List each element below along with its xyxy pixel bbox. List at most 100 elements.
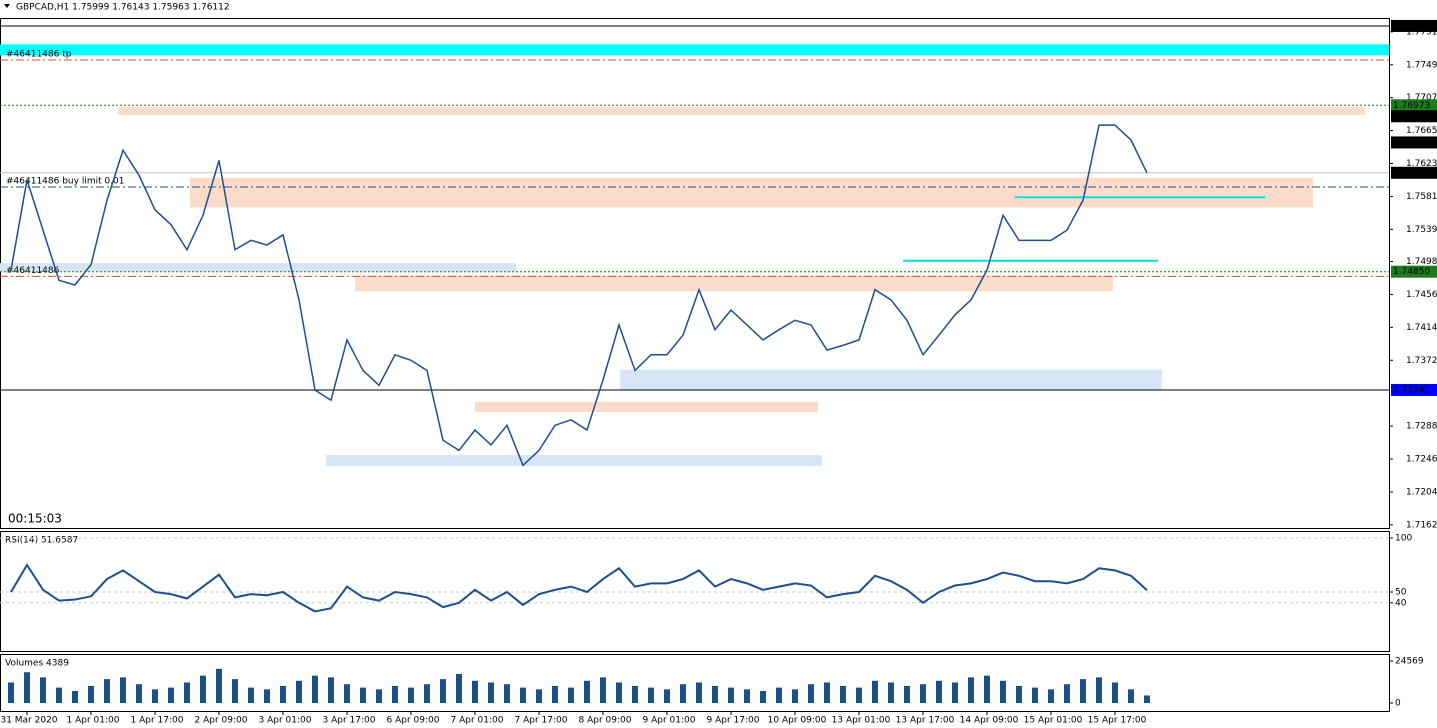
x-tick-label: 7 Apr 17:00: [515, 716, 568, 726]
zone: [355, 275, 1113, 292]
y-tick-label: 100: [1395, 534, 1412, 544]
volume-bar: [24, 672, 30, 703]
volume-bar: [1048, 689, 1054, 703]
volume-bar: [360, 687, 366, 703]
price-box-label: 1.74850: [1393, 267, 1430, 277]
price-box-label: 1.77985: [1393, 21, 1430, 31]
price-box-label: 1.76833: [1393, 112, 1430, 122]
volume-bar: [568, 687, 574, 703]
volume-bar: [680, 684, 686, 703]
zone: [0, 44, 1389, 56]
volume-bar: [856, 687, 862, 703]
volume-panel: [0, 654, 1390, 712]
volume-bar: [152, 689, 158, 703]
volume-bar: [424, 684, 430, 703]
volume-bar: [184, 682, 190, 703]
zone: [475, 401, 818, 412]
volume-bar: [328, 677, 334, 703]
x-tick-label: 8 Apr 09:00: [579, 716, 632, 726]
volume-bar: [904, 685, 910, 703]
zone: [190, 177, 1313, 208]
rsi-panel: [0, 531, 1390, 652]
volume-bar: [232, 679, 238, 703]
y-tick-label: 1.75390: [1406, 225, 1437, 235]
volume-bar: [488, 682, 494, 703]
x-tick-label: 7 Apr 01:00: [451, 716, 504, 726]
price-box: [1391, 166, 1437, 179]
volume-bar: [744, 689, 750, 703]
y-tick-label: 0: [1395, 699, 1401, 709]
volume-bar: [296, 680, 302, 703]
x-tick-label: 2 Apr 09:00: [195, 716, 248, 726]
volume-bar: [392, 685, 398, 703]
volume-bar: [40, 677, 46, 703]
volume-bar: [728, 687, 734, 703]
volume-bar: [472, 680, 478, 703]
price-box: [1391, 110, 1437, 123]
zone: [326, 455, 822, 467]
y-tick-label: 1.72040: [1406, 487, 1437, 497]
y-tick-label: 1.73720: [1406, 356, 1437, 366]
volume-bar: [632, 685, 638, 703]
volume-bar: [168, 687, 174, 703]
x-tick-label: 3 Apr 01:00: [259, 716, 312, 726]
volume-bar: [520, 687, 526, 703]
price-box-label: 1.76499: [1393, 138, 1430, 148]
volume-bar: [536, 689, 542, 703]
volume-bar: [776, 687, 782, 703]
volume-bar: [280, 685, 286, 703]
volume-bar: [664, 689, 670, 703]
volume-bar: [408, 687, 414, 703]
volume-bar: [712, 685, 718, 703]
volume-bar: [840, 685, 846, 703]
order-label: #46411486 buy limit 0.01: [6, 177, 125, 187]
volume-bar: [1032, 687, 1038, 703]
x-tick-label: 3 Apr 17:00: [323, 716, 376, 726]
menu-triangle[interactable]: [4, 4, 10, 8]
order-label: #46411486 tp: [6, 50, 72, 60]
price-box-label: 1.73341: [1393, 385, 1430, 395]
zone: [620, 369, 1162, 391]
zone: [118, 107, 1365, 115]
y-tick-label: 24569: [1395, 657, 1424, 667]
y-tick-label: 1.72460: [1406, 455, 1437, 465]
volume-bar: [696, 682, 702, 703]
panel-title: Volumes 4389: [5, 659, 69, 669]
x-tick-label: 13 Apr 01:00: [832, 716, 891, 726]
volume-bar: [1128, 689, 1134, 703]
y-tick-label: 1.77070: [1406, 93, 1437, 103]
volume-bar: [344, 684, 350, 703]
price-box: [1391, 19, 1437, 32]
y-tick-label: 1.77910: [1406, 27, 1437, 37]
volume-bar: [104, 679, 110, 703]
y-tick-label: 1.74980: [1406, 257, 1437, 267]
volume-bar: [376, 689, 382, 703]
x-tick-label: 9 Apr 01:00: [643, 716, 696, 726]
y-tick-label: 50: [1395, 588, 1407, 598]
volume-bar: [1064, 684, 1070, 703]
price-box: [1391, 265, 1437, 278]
volume-bar: [56, 687, 62, 703]
volume-bar: [88, 685, 94, 703]
volume-bar: [888, 682, 894, 703]
volume-bar: [952, 682, 958, 703]
volume-bar: [8, 682, 14, 703]
volume-bar: [120, 677, 126, 703]
order-label: #46411486: [6, 266, 60, 276]
volume-bar: [824, 682, 830, 703]
zone: [0, 263, 516, 272]
volume-bar: [616, 682, 622, 703]
x-tick-label: 15 Apr 17:00: [1088, 716, 1147, 726]
y-tick-label: 40: [1395, 598, 1407, 608]
volume-bar: [248, 687, 254, 703]
volume-bar: [440, 679, 446, 703]
volume-bar: [1000, 680, 1006, 703]
volume-bar: [136, 684, 142, 703]
volume-bar: [312, 675, 318, 703]
volume-bar: [1096, 677, 1102, 703]
price-box-label: 1.76112: [1393, 168, 1430, 178]
volume-bar: [920, 684, 926, 703]
y-tick-label: 1.72880: [1406, 422, 1437, 432]
price-line: [10, 124, 1148, 467]
